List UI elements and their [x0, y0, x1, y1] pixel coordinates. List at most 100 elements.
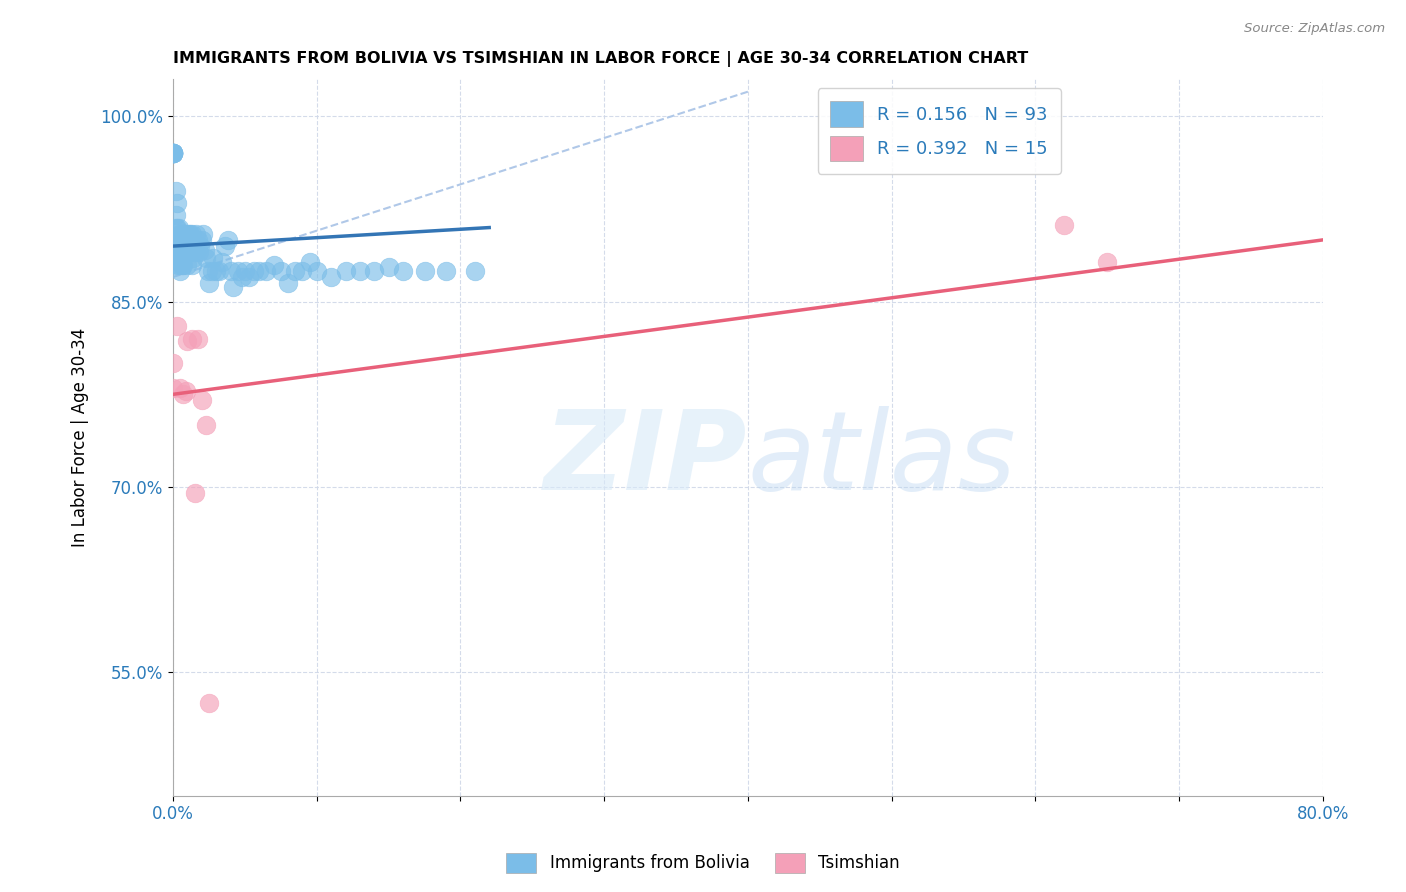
Y-axis label: In Labor Force | Age 30-34: In Labor Force | Age 30-34 [72, 328, 89, 547]
Point [194, 243, 217, 257]
Point [201, 264, 224, 278]
Point [231, 270, 253, 285]
Point [162, 146, 184, 161]
Point [174, 245, 197, 260]
Point [187, 245, 209, 260]
Point [349, 264, 371, 278]
Point [167, 258, 190, 272]
Point [166, 252, 188, 266]
Point [162, 381, 184, 395]
Point [226, 264, 249, 278]
Point [165, 208, 187, 222]
Point [179, 227, 201, 241]
Point [167, 233, 190, 247]
Legend: Immigrants from Bolivia, Tsimshian: Immigrants from Bolivia, Tsimshian [499, 847, 907, 880]
Point [162, 146, 184, 161]
Point [242, 264, 264, 278]
Point [170, 258, 193, 272]
Point [177, 227, 200, 241]
Point [217, 233, 239, 247]
Point [169, 264, 191, 278]
Point [335, 264, 357, 278]
Point [166, 239, 188, 253]
Point [305, 264, 328, 278]
Point [174, 384, 197, 398]
Text: IMMIGRANTS FROM BOLIVIA VS TSIMSHIAN IN LABOR FORCE | AGE 30-34 CORRELATION CHAR: IMMIGRANTS FROM BOLIVIA VS TSIMSHIAN IN … [173, 51, 1028, 67]
Point [169, 239, 191, 253]
Point [165, 220, 187, 235]
Point [198, 276, 221, 290]
Point [191, 393, 214, 408]
Point [180, 227, 202, 241]
Point [180, 332, 202, 346]
Point [162, 356, 184, 370]
Point [195, 252, 218, 266]
Point [202, 252, 225, 266]
Point [177, 245, 200, 260]
Point [176, 258, 198, 272]
Point [205, 264, 228, 278]
Point [162, 146, 184, 161]
Point [181, 233, 204, 247]
Point [222, 280, 245, 294]
Point [277, 276, 299, 290]
Point [184, 227, 207, 241]
Point [166, 220, 188, 235]
Point [413, 264, 436, 278]
Point [169, 252, 191, 266]
Point [247, 264, 270, 278]
Point [363, 264, 385, 278]
Point [1053, 218, 1076, 232]
Point [172, 387, 194, 401]
Point [169, 381, 191, 395]
Text: ZIP: ZIP [544, 406, 748, 513]
Legend: R = 0.156   N = 93, R = 0.392   N = 15: R = 0.156 N = 93, R = 0.392 N = 15 [818, 88, 1060, 174]
Point [166, 319, 188, 334]
Point [238, 270, 260, 285]
Point [208, 264, 231, 278]
Point [176, 334, 198, 349]
Point [193, 227, 215, 241]
Point [291, 264, 314, 278]
Point [166, 258, 188, 272]
Point [162, 146, 184, 161]
Point [162, 146, 184, 161]
Point [190, 239, 212, 253]
Point [162, 146, 184, 161]
Text: atlas: atlas [748, 406, 1017, 513]
Point [211, 255, 233, 269]
Point [162, 146, 184, 161]
Point [256, 264, 278, 278]
Point [434, 264, 457, 278]
Point [464, 264, 486, 278]
Point [170, 227, 193, 241]
Point [167, 220, 190, 235]
Point [170, 245, 193, 260]
Point [219, 264, 242, 278]
Point [165, 184, 187, 198]
Point [233, 264, 256, 278]
Point [179, 245, 201, 260]
Point [174, 227, 197, 241]
Point [162, 146, 184, 161]
Point [214, 239, 236, 253]
Point [172, 258, 194, 272]
Point [173, 245, 195, 260]
Point [176, 227, 198, 241]
Point [166, 245, 188, 260]
Point [195, 418, 218, 433]
Point [173, 227, 195, 241]
Point [1095, 255, 1118, 269]
Point [162, 146, 184, 161]
Text: Source: ZipAtlas.com: Source: ZipAtlas.com [1244, 22, 1385, 36]
Point [180, 258, 202, 272]
Point [184, 245, 207, 260]
Point [172, 245, 194, 260]
Point [166, 233, 188, 247]
Point [186, 332, 208, 346]
Point [392, 264, 415, 278]
Point [172, 233, 194, 247]
Point [270, 264, 292, 278]
Point [169, 227, 191, 241]
Point [284, 264, 307, 278]
